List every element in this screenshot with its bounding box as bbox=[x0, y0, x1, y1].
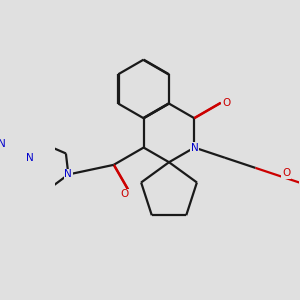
Text: N: N bbox=[26, 153, 33, 163]
Text: N: N bbox=[64, 169, 72, 179]
Text: N: N bbox=[190, 142, 198, 153]
Text: O: O bbox=[121, 189, 129, 200]
Text: N: N bbox=[0, 139, 6, 149]
Text: O: O bbox=[282, 168, 290, 178]
Text: O: O bbox=[222, 98, 230, 108]
